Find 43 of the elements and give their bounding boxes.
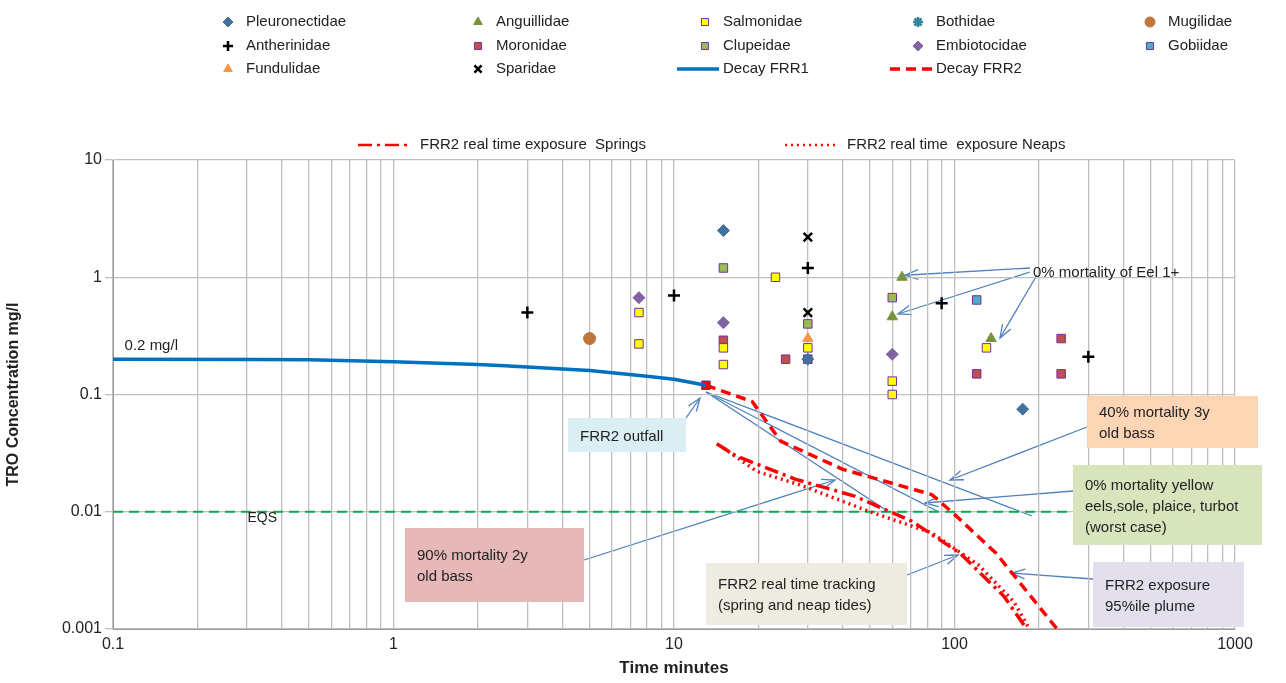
legend-label: Sparidae [496, 59, 557, 77]
label-box: FRR2 real time tracking (spring and neap tides) [706, 563, 907, 625]
annotation: 0% mortality of Eel 1+ [1033, 262, 1180, 282]
x-tick-label: 100 [941, 635, 968, 653]
y-tick-label: 0.1 [79, 384, 103, 402]
label-box: 40% mortality 3y old bass [1087, 396, 1258, 448]
legend-label: Pleuronectidae [246, 12, 347, 30]
legend-label: FRR2 real time exposure Neaps [847, 135, 1066, 153]
x-tick-label: 1 [389, 635, 399, 653]
legend-label: Clupeidae [723, 36, 791, 54]
legend-label: Gobiidae [1168, 36, 1229, 54]
x-tick-label: 0.1 [101, 635, 125, 653]
legend-label: FRR2 real time exposure Springs [420, 135, 646, 153]
annotation: FRR2 exposure 95%ile plume [1105, 574, 1212, 616]
legend-label: Bothidae [936, 12, 996, 30]
label-box: FRR2 outfall [568, 418, 686, 452]
legend-label: Decay FRR2 [936, 59, 1022, 77]
legend-label: Embiotocidae [936, 36, 1027, 54]
legend-label: Salmonidae [723, 12, 803, 30]
y-axis-title: TRO Concentration mg/l [4, 302, 22, 487]
annotation: FRR2 real time tracking (spring and neap tides) [718, 574, 877, 615]
legend-label: Mugilidae [1168, 12, 1233, 30]
legend-label: Decay FRR1 [723, 59, 809, 77]
legend-label: Moronidae [496, 36, 567, 54]
annotation: 40% mortality 3y old bass [1099, 402, 1211, 443]
label-box: 0% mortality yellow eels,sole, plaice, turbot (worst case) [1073, 465, 1262, 545]
annotation: 0.2 mg/l [124, 335, 178, 356]
y-tick-label: 1 [93, 267, 103, 285]
annotation: 0% mortality yellow eels,sole, plaice, turbot (worst case) [1085, 474, 1240, 537]
ref-line-label: EQS [247, 508, 278, 525]
x-tick-label: 10 [665, 635, 683, 653]
annotation: 90% mortality 2y old bass [417, 545, 529, 586]
y-tick-label: 0.01 [70, 502, 103, 520]
y-tick-label: 10 [84, 150, 103, 168]
annotation: FRR2 outfall [580, 425, 665, 446]
x-tick-label: 1000 [1217, 635, 1253, 653]
label-box: FRR2 exposure 95%ile plume [1093, 562, 1244, 627]
y-tick-label: 0.001 [61, 619, 103, 637]
legend-label: Anguillidae [496, 12, 570, 30]
legend-label: Fundulidae [246, 59, 321, 77]
legend-label: Antherinidae [246, 36, 331, 54]
label-box: 90% mortality 2y old bass [405, 528, 584, 602]
x-axis-title: Time minutes [619, 658, 729, 678]
